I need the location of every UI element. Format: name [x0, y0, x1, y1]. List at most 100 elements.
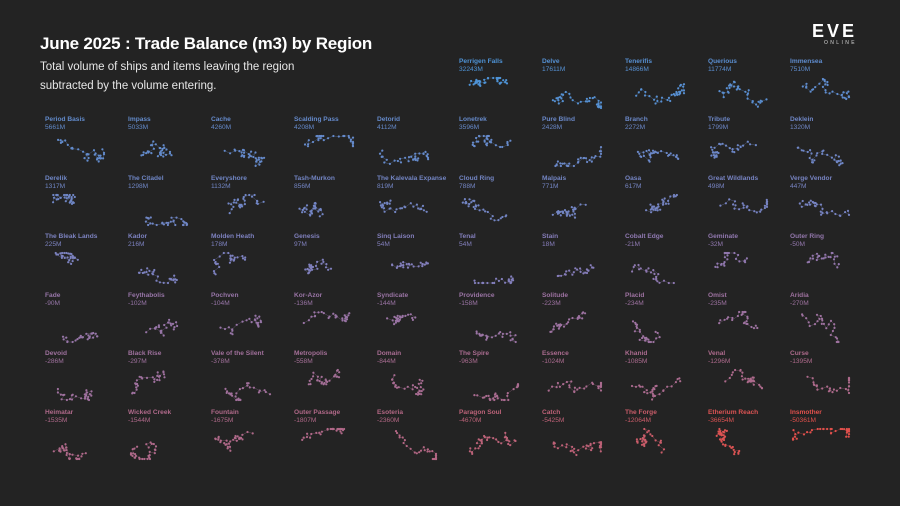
map-system-dot — [826, 153, 829, 156]
map-system-dot — [847, 427, 851, 431]
map-system-dot — [833, 323, 836, 326]
map-system-dot — [650, 211, 653, 214]
map-system-dot — [156, 155, 159, 158]
region-name: Cache — [211, 116, 231, 123]
map-system-dot — [67, 196, 70, 199]
map-system-dot — [243, 199, 246, 202]
map-system-dot — [415, 392, 418, 396]
map-system-dot — [323, 381, 326, 385]
map-system-dot — [657, 273, 660, 276]
map-system-dot — [645, 149, 648, 153]
map-system-dot — [97, 160, 100, 163]
map-system-dot — [590, 156, 593, 159]
map-system-dot — [69, 255, 72, 258]
region-cell: Placid -234M — [625, 292, 705, 348]
region-value: -50M — [790, 241, 806, 248]
region-value: 54M — [459, 241, 472, 248]
map-system-dot — [511, 337, 514, 340]
map-system-dot — [827, 323, 830, 326]
map-system-dot — [821, 77, 824, 81]
map-system-dot — [87, 156, 90, 160]
map-system-dot — [164, 153, 168, 156]
map-system-dot — [679, 83, 682, 86]
map-system-dot — [571, 445, 574, 448]
map-system-dot — [743, 260, 746, 263]
map-system-dot — [645, 389, 648, 392]
map-system-dot — [396, 319, 399, 322]
map-system-dot — [66, 193, 69, 197]
map-system-dot — [240, 151, 243, 154]
map-system-dot — [831, 90, 834, 93]
region-value: -102M — [128, 300, 147, 307]
map-system-dot — [417, 207, 420, 210]
map-system-dot — [52, 450, 55, 453]
map-system-dot — [662, 279, 666, 282]
region-map-icon — [547, 380, 603, 394]
map-system-dot — [77, 454, 80, 457]
map-system-dot — [496, 78, 499, 81]
map-system-dot — [434, 457, 438, 461]
map-system-dot — [170, 216, 173, 219]
map-system-dot — [398, 436, 401, 439]
map-system-dot — [495, 277, 498, 280]
map-system-dot — [232, 438, 235, 441]
map-system-dot — [655, 275, 658, 278]
map-system-dot — [565, 211, 568, 214]
map-system-dot — [327, 137, 330, 140]
map-system-dot — [577, 158, 580, 161]
map-system-dot — [231, 394, 234, 397]
map-system-dot — [245, 319, 248, 322]
region-map-icon — [551, 203, 587, 219]
map-system-dot — [318, 431, 321, 434]
map-system-dot — [829, 333, 832, 337]
map-system-dot — [800, 149, 803, 152]
map-system-dot — [721, 438, 724, 441]
map-system-dot — [313, 202, 316, 205]
map-system-dot — [411, 318, 414, 321]
map-system-dot — [416, 386, 419, 389]
map-system-dot — [560, 93, 563, 96]
map-system-dot — [651, 149, 655, 152]
map-system-dot — [713, 156, 716, 159]
map-system-dot — [254, 319, 257, 322]
map-system-dot — [77, 148, 80, 151]
map-system-dot — [74, 395, 77, 398]
map-system-dot — [758, 383, 761, 386]
map-system-dot — [497, 76, 501, 80]
map-system-dot — [339, 430, 342, 433]
map-system-dot — [243, 203, 246, 206]
region-cell: Pochven -104M — [211, 292, 291, 348]
map-system-dot — [422, 209, 425, 212]
region-cell: The Spire -963M — [459, 350, 539, 406]
map-system-dot — [714, 265, 717, 268]
map-system-dot — [745, 206, 748, 209]
map-system-dot — [731, 318, 734, 322]
map-system-dot — [464, 200, 468, 204]
map-system-dot — [660, 150, 663, 153]
region-name: Tash-Murkon — [294, 175, 335, 182]
map-system-dot — [591, 382, 594, 386]
map-system-dot — [473, 394, 476, 397]
map-system-dot — [556, 447, 559, 450]
map-system-dot — [63, 196, 66, 199]
map-system-dot — [228, 392, 231, 395]
map-system-dot — [163, 323, 166, 327]
map-system-dot — [304, 268, 307, 271]
map-system-dot — [822, 257, 825, 260]
region-value: 225M — [45, 241, 62, 248]
map-system-dot — [587, 445, 590, 448]
map-system-dot — [408, 263, 411, 266]
map-system-dot — [835, 161, 839, 164]
map-system-dot — [254, 314, 257, 317]
map-system-dot — [165, 221, 168, 224]
map-system-dot — [486, 210, 489, 214]
map-system-dot — [426, 153, 429, 156]
map-system-dot — [481, 333, 484, 336]
map-system-dot — [414, 385, 417, 389]
map-system-dot — [728, 376, 731, 380]
map-system-dot — [165, 326, 168, 329]
map-system-dot — [665, 151, 668, 155]
map-system-dot — [81, 452, 84, 455]
map-system-dot — [327, 268, 330, 271]
map-system-dot — [495, 438, 498, 441]
